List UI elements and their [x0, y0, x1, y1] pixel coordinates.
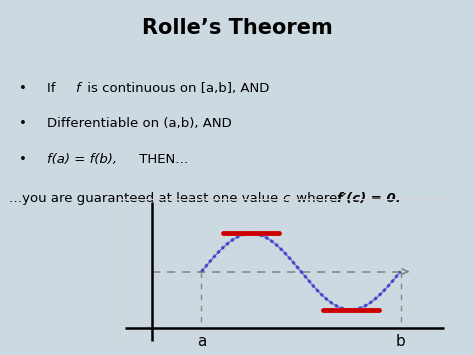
Text: f: f — [75, 82, 80, 95]
Text: f′(c) = 0.: f′(c) = 0. — [337, 192, 400, 205]
Text: Differentiable on (a,b), AND: Differentiable on (a,b), AND — [47, 117, 232, 130]
Text: …you are guaranteed at least one value: …you are guaranteed at least one value — [9, 192, 283, 205]
Text: c: c — [282, 192, 289, 205]
Text: where: where — [292, 192, 341, 205]
Text: •: • — [19, 117, 27, 130]
Text: f(a) = f(b),: f(a) = f(b), — [47, 153, 118, 166]
Text: Rolle’s Theorem: Rolle’s Theorem — [142, 18, 332, 38]
Text: If: If — [47, 82, 60, 95]
Text: is continuous on [a,b], AND: is continuous on [a,b], AND — [83, 82, 269, 95]
Text: b: b — [396, 334, 405, 349]
Text: •: • — [19, 82, 27, 95]
Text: a: a — [197, 334, 206, 349]
Text: THEN…: THEN… — [135, 153, 189, 166]
Text: •: • — [19, 153, 27, 166]
